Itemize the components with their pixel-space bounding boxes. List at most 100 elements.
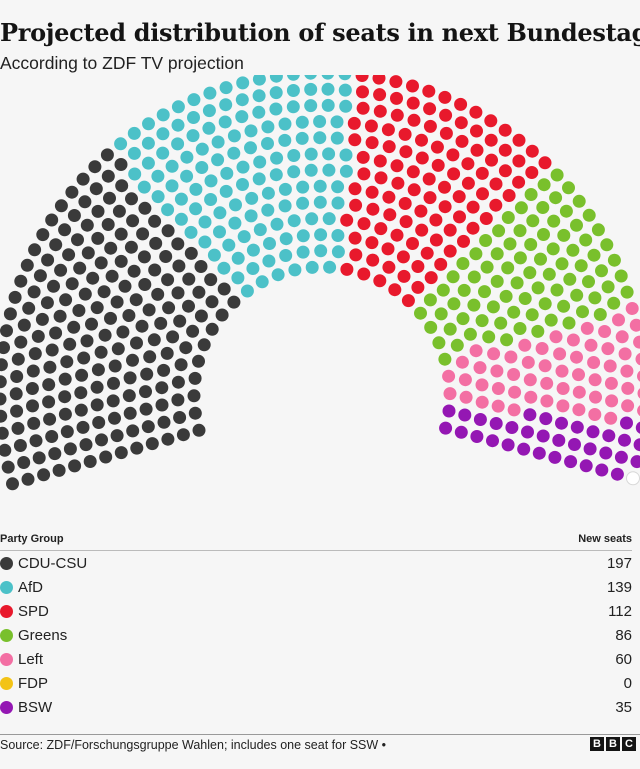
seat-dot [455, 134, 469, 148]
seat-dot [524, 390, 538, 404]
seat-dot [322, 147, 336, 161]
seat-dot [453, 210, 466, 224]
bbc-letter: B [606, 737, 620, 751]
seat-dot [161, 203, 175, 217]
seat-dot [526, 214, 540, 228]
seat-dot [536, 429, 550, 443]
seat-dot [564, 455, 578, 469]
seat-dot [339, 164, 353, 178]
seat-dot [6, 477, 19, 491]
seat-dot [42, 395, 56, 409]
seat-dot [173, 314, 187, 328]
seat-dot [438, 180, 451, 194]
seat-dot [278, 117, 292, 131]
seat-dot [366, 202, 380, 216]
seat-dot [219, 81, 233, 95]
seat-dot [504, 350, 518, 364]
seat-dot [127, 126, 141, 140]
seat-dot [568, 438, 581, 451]
seat-dot [349, 248, 363, 262]
seat-dot [603, 359, 617, 373]
seat-dot [330, 131, 344, 145]
seat-dot [205, 295, 219, 309]
seat-dot [382, 140, 396, 154]
seat-dot [443, 244, 457, 258]
seat-dot [331, 180, 345, 194]
seat-dot [381, 123, 395, 137]
seat-dot [446, 270, 460, 284]
seat-dot [432, 336, 446, 350]
seat-dot [406, 79, 419, 93]
seat-dot [162, 301, 176, 315]
seat-dot [461, 157, 475, 171]
seat-dot [296, 196, 310, 210]
seat-dot [423, 119, 437, 133]
seat-dot [321, 82, 335, 96]
seat-dot [601, 342, 615, 356]
seat-dot [373, 274, 387, 288]
seat-dot [60, 355, 74, 369]
seat-dot [171, 100, 185, 114]
seat-dot [262, 254, 276, 268]
seat-dot [439, 421, 453, 435]
seat-dot [607, 296, 621, 310]
seat-dot [304, 99, 318, 113]
seat-dot [470, 143, 484, 157]
seat-dot [574, 259, 588, 273]
seat-dot [372, 75, 386, 85]
seat-dot [589, 390, 602, 404]
seat-dot [74, 386, 88, 400]
seat-dot [9, 387, 23, 401]
seat-dot [588, 291, 602, 305]
seat-dot [45, 343, 59, 357]
seat-dot [485, 153, 498, 167]
seat-dot [184, 246, 198, 260]
seat-dot [252, 75, 266, 86]
legend-swatch [0, 700, 13, 714]
seat-dot [503, 237, 517, 251]
seat-dot [125, 192, 138, 206]
seat-dot [523, 373, 537, 387]
seat-dot [78, 287, 92, 301]
seat-dot [27, 285, 41, 299]
seat-dot [572, 194, 586, 208]
seat-dot [135, 319, 149, 333]
seat-dot [240, 284, 254, 298]
seat-dot [172, 259, 186, 273]
seat-dot [270, 151, 284, 165]
seat-dot [171, 286, 185, 300]
seat-dot [572, 368, 585, 382]
seat-dot [106, 394, 120, 408]
seat-dot [142, 303, 156, 317]
seat-dot [546, 242, 560, 256]
seat-dot [475, 395, 489, 409]
seat-dot [512, 133, 526, 147]
seat-dot [562, 181, 575, 195]
seat-dot [40, 296, 54, 310]
seat-dot [37, 468, 51, 482]
table-row: BSW 35 [0, 695, 632, 719]
seat-dot [556, 382, 570, 395]
seat-dot [508, 385, 522, 399]
seat-dot [20, 258, 34, 272]
seat-dot [0, 392, 7, 406]
seat-dot [141, 136, 155, 150]
seat-dot [236, 76, 250, 90]
seat-dot [478, 285, 491, 299]
seat-dot [80, 218, 94, 232]
seat-dot [549, 330, 563, 344]
seat-dot [614, 450, 628, 464]
seat-dot [295, 115, 309, 129]
new-seats-header: New seats [578, 533, 632, 545]
seat-dot [498, 123, 512, 137]
seat-dot [179, 341, 193, 355]
seat-dot [151, 190, 165, 204]
seat-dot [455, 355, 469, 369]
seat-dot [399, 215, 413, 229]
seat-dot [626, 471, 640, 486]
seat-dot [253, 155, 267, 169]
seat-dot [470, 430, 484, 443]
seat-dot [174, 192, 188, 206]
seat-dot [521, 355, 535, 369]
seat-dot [286, 75, 300, 81]
